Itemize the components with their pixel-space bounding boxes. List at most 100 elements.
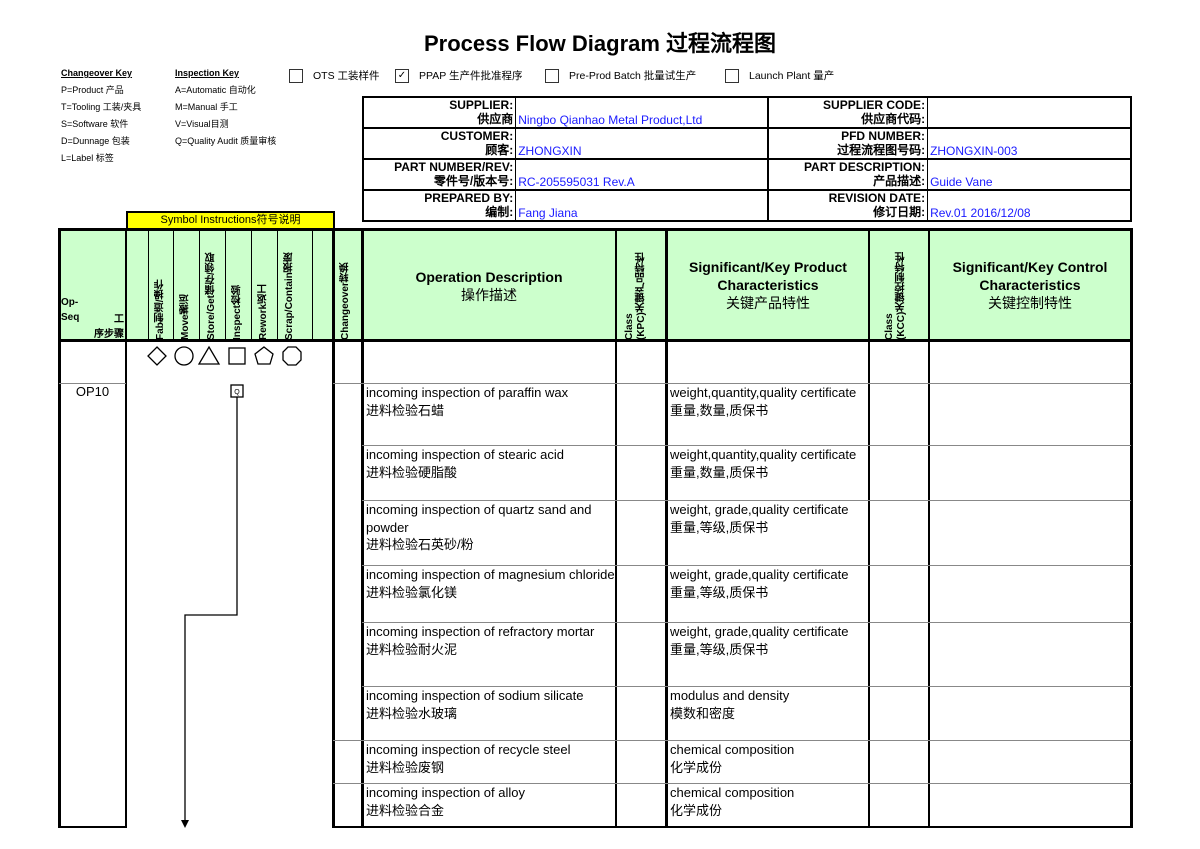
product-characteristic-cell: modulus and density 模数和密度: [666, 687, 869, 740]
control-characteristics-header: Significant/Key Control Characteristics 关…: [952, 259, 1108, 311]
symbol-column-header: Fab制造/操作: [155, 279, 166, 340]
flow-line: Q: [181, 384, 244, 828]
changeover-key: Changeover Key P=Product 产品 T=Tooling 工装…: [61, 65, 141, 167]
pfd-label: PFD NUMBER: 过程流程图号码:: [766, 127, 929, 160]
operation-description-cn: 进料检验合金: [366, 802, 445, 818]
operation-description: incoming inspection of sodium silicate: [366, 688, 584, 703]
phase-ots[interactable]: OTS 工装样件: [289, 68, 380, 83]
operation-description-cn: 进料检验耐火泥: [366, 641, 458, 657]
phase-label: PPAP 生产件批准程序: [419, 70, 523, 82]
operation-description: incoming inspection of refractory mortar: [366, 624, 595, 639]
checkbox[interactable]: [289, 68, 303, 83]
product-characteristic-cn: 重量,数量,质保书: [670, 464, 769, 480]
operation-description-cn: 进料检验水玻璃: [366, 705, 458, 721]
changeover-header: Changeover转换: [340, 262, 351, 340]
product-characteristic: chemical composition: [670, 742, 795, 757]
product-characteristic-cn: 重量,等级,质保书: [670, 641, 769, 657]
symbol-column-header: Move搬运: [180, 294, 191, 340]
operation-description-cell: incoming inspection of alloy 进料检验合金: [362, 784, 616, 827]
operation-description: incoming inspection of magnesium chlorid…: [366, 567, 615, 582]
row-divider: [362, 383, 1131, 384]
product-characteristic-cn: 重量,等级,质保书: [670, 584, 769, 600]
operation-description-cell: incoming inspection of recycle steel 进料检验…: [362, 741, 616, 783]
checkbox-checked[interactable]: ✓: [395, 68, 409, 83]
header-info-table: SUPPLIER: 供应商 Ningbo Qianhao Metal Produc…: [362, 96, 1133, 222]
row-divider: [362, 783, 1131, 784]
column-border: [615, 228, 617, 827]
row-divider: [362, 565, 1131, 566]
product-characteristic: weight,quantity,quality certificate: [670, 447, 857, 462]
row-divider: [362, 500, 1131, 501]
symbol-column-header: Inspect检验: [232, 284, 243, 340]
product-characteristic-cell: weight,quantity,quality certificate 重量,数量…: [666, 446, 869, 500]
row-divider: [362, 622, 1131, 623]
part-number-value: RC-205595031 Rev.A: [515, 158, 769, 191]
phase-label: Launch Plant 量产: [749, 70, 835, 82]
column-border: [868, 228, 870, 827]
operation-description: incoming inspection of stearic acid: [366, 447, 564, 462]
checkbox[interactable]: [725, 68, 739, 83]
part-number-label: PART NUMBER/REV: 零件号/版本号:: [362, 158, 517, 191]
key-item: V=Visual目测: [175, 119, 229, 129]
product-characteristic-cell: weight, grade,quality certificate 重量,等级,质…: [666, 566, 869, 622]
column-divider: [148, 228, 149, 342]
operation-description-cell: incoming inspection of magnesium chlorid…: [362, 566, 616, 622]
op-seq-value: OP10: [75, 384, 110, 399]
operation-description-cn: 进料检验废钢: [366, 759, 445, 775]
op-seq-header: Op- Seq: [61, 297, 80, 323]
product-characteristic-cell: chemical composition 化学成份: [666, 741, 869, 783]
operation-description: incoming inspection of recycle steel: [366, 742, 571, 757]
product-characteristic-cn: 重量,等级,质保书: [670, 519, 769, 535]
column-border: [125, 228, 127, 827]
column-border: [58, 228, 61, 827]
customer-value: ZHONGXIN: [515, 127, 769, 160]
phase-ppap[interactable]: ✓ PPAP 生产件批准程序: [395, 68, 522, 83]
pfd-value: ZHONGXIN-003: [927, 127, 1133, 160]
product-characteristic: modulus and density: [670, 688, 790, 703]
column-divider: [199, 228, 200, 342]
key-item: L=Label 标签: [61, 153, 114, 163]
product-characteristic: weight, grade,quality certificate: [670, 567, 849, 582]
operation-description: incoming inspection of paraffin wax: [366, 385, 569, 400]
column-border: [665, 228, 668, 827]
column-border: [361, 228, 364, 827]
supplier-code-label: SUPPLIER CODE: 供应商代码:: [766, 96, 929, 129]
product-characteristics-header: Significant/Key Product Characteristics 关…: [689, 259, 847, 311]
arrow-down-icon: [181, 820, 189, 828]
pentagon-icon: [254, 346, 274, 365]
operation-description-cn: 进料检验石英砂/粉: [366, 537, 474, 552]
operation-description-cn: 进料检验石蜡: [366, 402, 445, 418]
changeover-key-heading: Changeover Key: [61, 68, 133, 78]
phase-pre-prod[interactable]: Pre-Prod Batch 批量试生产: [545, 68, 696, 83]
operation-description-cell: incoming inspection of refractory mortar…: [362, 623, 616, 686]
column-divider: [312, 228, 313, 342]
inspect-step-label: Q: [234, 389, 240, 396]
inspection-key-heading: Inspection Key: [175, 68, 240, 78]
kcc-header: Class (KCC)关键控制特性: [884, 251, 907, 340]
page-title: Process Flow Diagram 过程流程图: [423, 31, 777, 56]
phase-label: Pre-Prod Batch 批量试生产: [569, 70, 697, 82]
product-characteristic: weight, grade,quality certificate: [670, 624, 849, 639]
row-divider: [333, 383, 362, 384]
prepared-by-label: PREPARED BY: 编制:: [362, 189, 517, 222]
op-seq-header-cn: 工 序步骤: [94, 314, 124, 340]
symbol-legend: [147, 345, 302, 366]
row-divider: [362, 740, 1131, 741]
key-item: Q=Quality Audit 质量审核: [175, 136, 277, 146]
key-item: P=Product 产品: [61, 85, 124, 95]
part-description-label: PART DESCRIPTION: 产品描述:: [766, 158, 929, 191]
kpc-header: Class (KPC)关键产品特性: [624, 252, 647, 340]
operation-description-cn: 进料检验硬脂酸: [366, 464, 458, 480]
operation-description: incoming inspection of alloy: [366, 785, 525, 800]
key-item: A=Automatic 自动化: [175, 85, 256, 95]
operation-description-cell: incoming inspection of stearic acid 进料检验硬…: [362, 446, 616, 500]
table-bottom-border: [332, 826, 1133, 828]
checkbox[interactable]: [545, 68, 559, 83]
supplier-value: Ningbo Qianhao Metal Product,Ltd: [515, 96, 769, 129]
product-characteristic-cn: 化学成份: [670, 802, 723, 818]
octagon-icon: [282, 346, 302, 366]
phase-launch[interactable]: Launch Plant 量产: [725, 68, 834, 83]
column-header-band: [59, 228, 1132, 342]
product-characteristic-cell: weight,quantity,quality certificate 重量,数量…: [666, 384, 869, 445]
